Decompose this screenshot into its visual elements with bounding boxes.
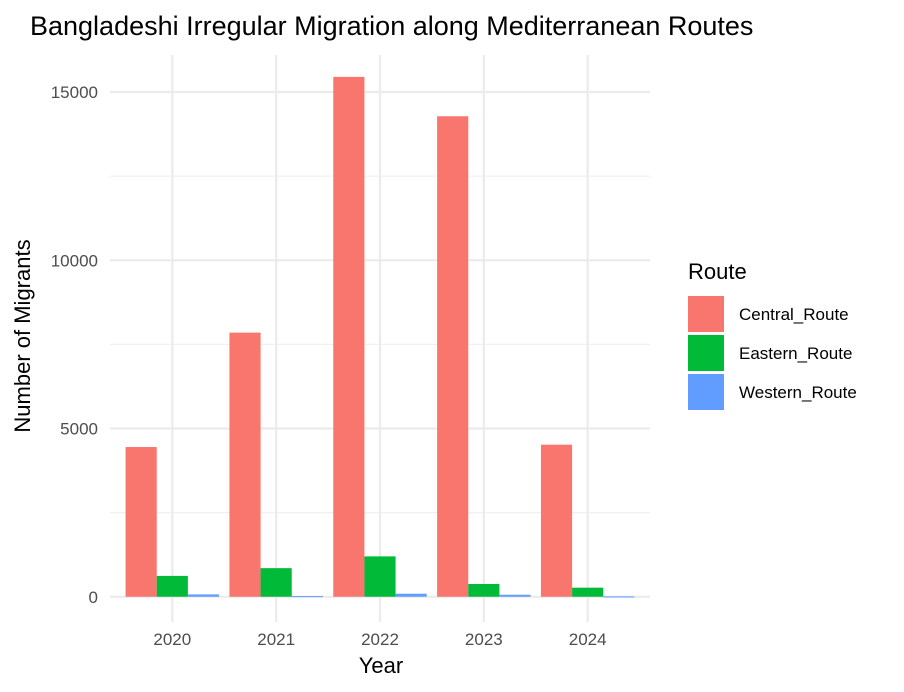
bar bbox=[395, 593, 427, 597]
y-tick-label: 15000 bbox=[51, 83, 98, 102]
axis-ticks: 0 5000 10000 15000 2020 2021 2022 2023 2024 bbox=[51, 83, 607, 649]
legend-swatch bbox=[688, 335, 724, 371]
bar bbox=[333, 76, 365, 597]
bar bbox=[364, 556, 396, 597]
y-axis-title: Number of Migrants bbox=[10, 239, 35, 432]
legend-label: Western_Route bbox=[739, 383, 857, 402]
bars bbox=[125, 76, 635, 598]
bar bbox=[125, 447, 157, 597]
chart-title: Bangladeshi Irregular Migration along Me… bbox=[30, 11, 753, 41]
bar bbox=[229, 332, 261, 597]
legend: Route Central_Route Eastern_Route Western_… bbox=[688, 259, 857, 410]
bar bbox=[603, 596, 635, 598]
x-tick-label: 2024 bbox=[569, 630, 607, 649]
y-tick-label: 10000 bbox=[51, 251, 98, 270]
x-tick-label: 2022 bbox=[361, 630, 399, 649]
y-tick-label: 5000 bbox=[60, 420, 98, 439]
legend-label: Eastern_Route bbox=[739, 344, 852, 363]
legend-swatch bbox=[688, 296, 724, 332]
y-tick-label: 0 bbox=[89, 588, 98, 607]
bar bbox=[156, 575, 188, 597]
bar bbox=[499, 594, 531, 597]
legend-title: Route bbox=[688, 259, 747, 284]
bar bbox=[540, 444, 573, 597]
bar bbox=[468, 583, 500, 597]
x-tick-label: 2020 bbox=[153, 630, 191, 649]
legend-label: Central_Route bbox=[739, 305, 849, 324]
legend-swatch bbox=[688, 374, 724, 410]
x-tick-label: 2021 bbox=[257, 630, 295, 649]
x-tick-label: 2023 bbox=[465, 630, 503, 649]
bar bbox=[291, 596, 323, 598]
bar bbox=[260, 568, 292, 597]
x-axis-title: Year bbox=[359, 653, 403, 678]
bar bbox=[572, 587, 604, 597]
bar bbox=[187, 594, 220, 597]
legend-items: Central_Route Eastern_Route Western_Route bbox=[688, 296, 857, 410]
grid bbox=[110, 55, 650, 622]
bar bbox=[437, 116, 469, 597]
